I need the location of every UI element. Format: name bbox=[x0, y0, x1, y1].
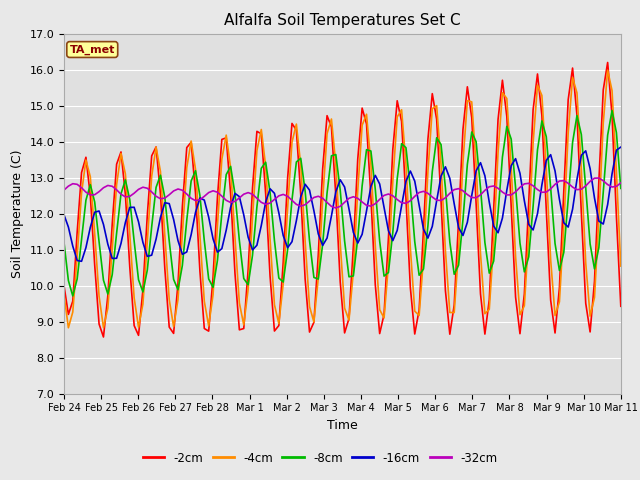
Y-axis label: Soil Temperature (C): Soil Temperature (C) bbox=[11, 149, 24, 278]
Title: Alfalfa Soil Temperatures Set C: Alfalfa Soil Temperatures Set C bbox=[224, 13, 461, 28]
X-axis label: Time: Time bbox=[327, 419, 358, 432]
Legend: -2cm, -4cm, -8cm, -16cm, -32cm: -2cm, -4cm, -8cm, -16cm, -32cm bbox=[138, 447, 502, 469]
Text: TA_met: TA_met bbox=[70, 44, 115, 55]
